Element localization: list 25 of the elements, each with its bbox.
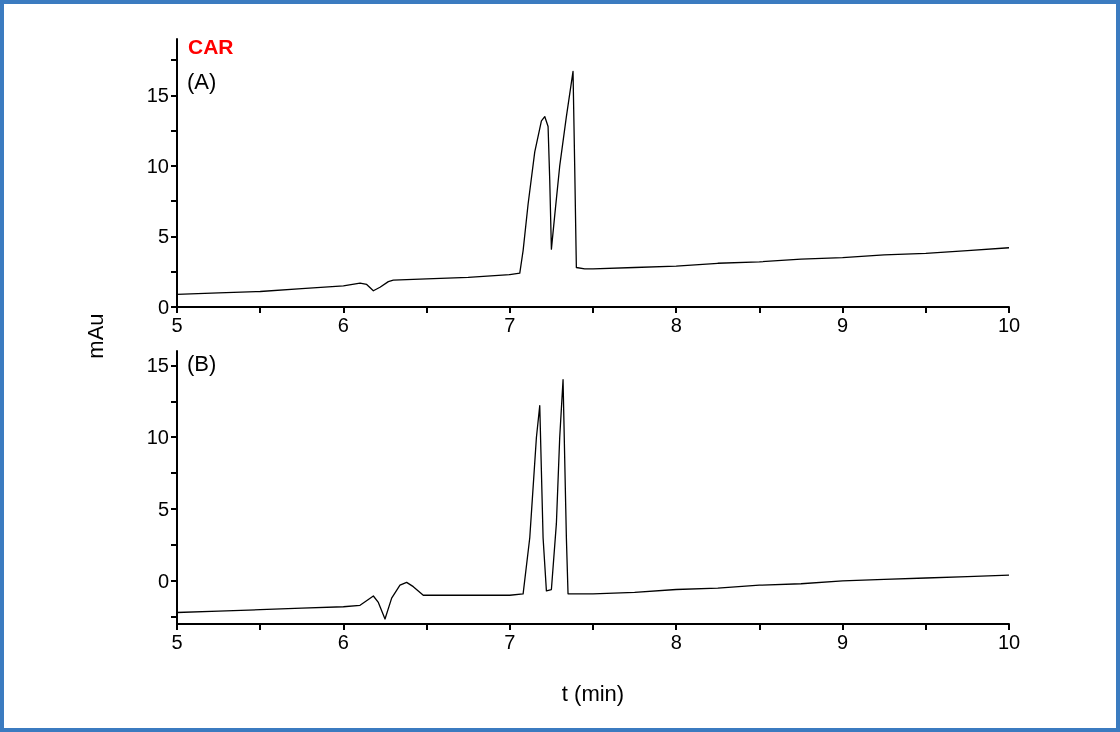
x-tick-label: 5 bbox=[171, 314, 183, 336]
y-tick-label: 15 bbox=[146, 84, 169, 107]
y-tick-label: 10 bbox=[146, 154, 169, 177]
y-axis-title: mAu bbox=[83, 313, 109, 359]
y-tick-label: 5 bbox=[157, 498, 169, 521]
x-tick-label: 9 bbox=[837, 314, 849, 336]
x-tick-label: 8 bbox=[670, 314, 682, 336]
annotation: (B) bbox=[187, 351, 217, 377]
x-tick-label: 8 bbox=[670, 631, 682, 653]
chart-title: CAR bbox=[188, 35, 234, 58]
y-tick-label: 15 bbox=[146, 354, 169, 377]
y-tick-label: 5 bbox=[157, 225, 169, 248]
y-tick-label: 0 bbox=[157, 569, 169, 592]
y-tick-label: 0 bbox=[157, 296, 169, 318]
x-tick-label: 6 bbox=[337, 631, 349, 653]
x-tick-label: 6 bbox=[337, 314, 349, 336]
x-tick-label: 5 bbox=[171, 631, 183, 653]
x-tick-label: 7 bbox=[504, 631, 516, 653]
annotation: (A) bbox=[187, 69, 217, 95]
x-tick-label: 7 bbox=[504, 314, 516, 336]
x-tick-label: 10 bbox=[997, 314, 1021, 336]
x-axis-title: t (min) bbox=[561, 680, 625, 706]
x-tick-label: 10 bbox=[997, 631, 1021, 653]
x-tick-label: 9 bbox=[837, 631, 849, 653]
y-tick-label: 10 bbox=[146, 426, 169, 449]
